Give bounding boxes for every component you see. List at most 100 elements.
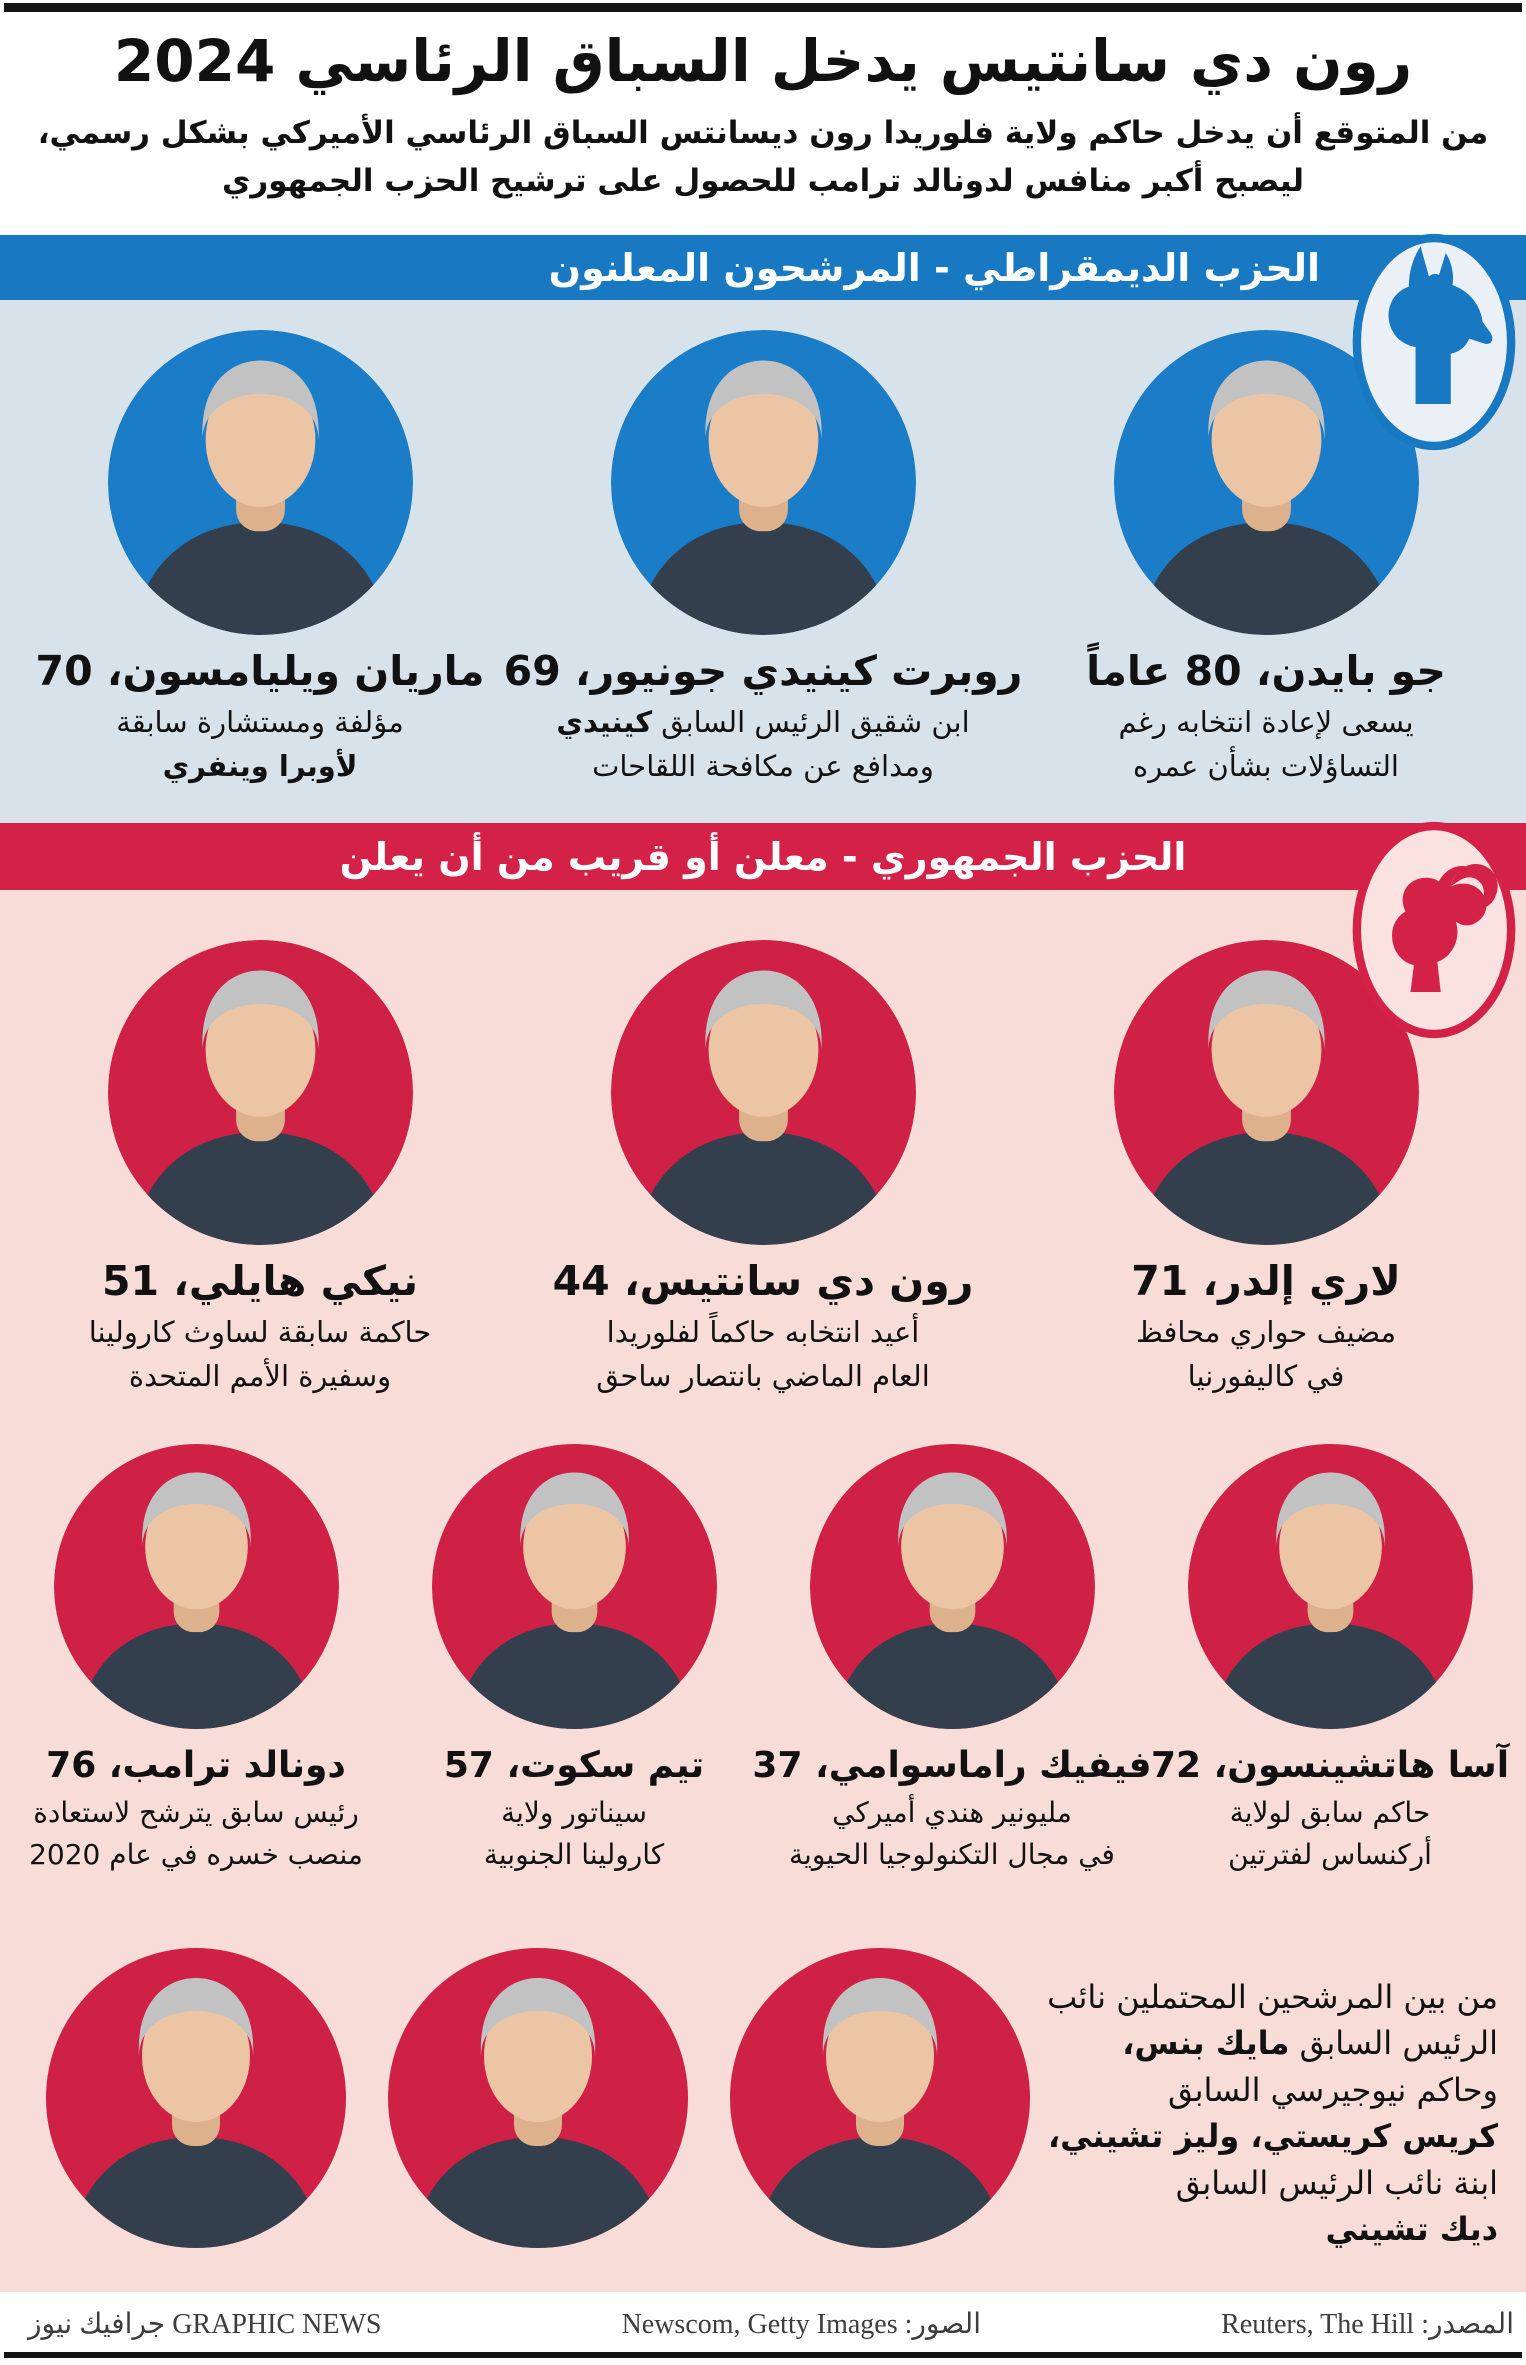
candidate-photo [388,1948,688,2248]
candidate-name: فيفيك راماسوامي، 37 [752,1745,1152,1786]
democratic-banner: الحزب الديمقراطي - المرشحون المعلنون [0,233,1526,451]
potential-candidate-portraits [40,1948,1030,2248]
candidate-card: ماريان ويليامسون، 70 مؤلفة ومستشارة سابقة… [17,330,503,788]
candidate-name: رون دي سانتيس، 44 [552,1257,974,1305]
section-democratic: الحزب الديمقراطي - المرشحون المعلنون جو … [0,233,1526,823]
donkey-icon [1350,233,1518,451]
republican-row-1: لاري إلدر، 71 مضيف حواري محافظ في كاليفورن… [0,940,1526,1398]
text-segment: أعيد انتخابه حاكماً لفلوريدا [606,1315,920,1349]
text-segment: مايك بنس، [1122,2024,1290,2063]
note-line: ابنة نائب الرئيس السابق [1046,2160,1498,2206]
candidate-photo [107,330,413,635]
candidate-description-line: أركنساس لفترتين [1228,1834,1432,1876]
text-segment: كريس كريستي، وليز تشيني، [1048,2117,1498,2156]
republican-banner-title: الحزب الجمهوري - معلن أو قريب من أن يعلن [339,834,1187,879]
candidate-description-line: رئيس سابق يترشح لاستعادة [29,1792,363,1834]
candidate-name: ماريان ويليامسون، 70 [35,647,485,695]
candidate-description-line: يسعى لإعادة انتخابه رغم [1118,701,1413,745]
candidate-description: سيناتور ولاية كارولينا الجنوبية [484,1792,664,1876]
header: رون دي سانتيس يدخل السباق الرئاسي 2024 م… [0,12,1526,235]
candidate-card: روبرت كينيدي جونيور، 69 ابن شقيق الرئيس ا… [504,330,1022,788]
text-segment: كارولينا الجنوبية [483,1838,665,1871]
candidate-description-line: العام الماضي بانتصار ساحق [596,1355,930,1399]
footer-source: المصدر: Reuters, The Hill [1221,2309,1514,2340]
candidate-photo [107,940,413,1245]
candidate-description-line: في مجال التكنولوجيا الحيوية [789,1834,1115,1876]
elephant-icon [1350,821,1518,1039]
potential-candidates-row: من بين المرشحين المحتملين نائب الرئيس الس… [0,1948,1526,2252]
section-republican: الحزب الجمهوري - معلن أو قريب من أن يعلن… [0,821,1526,2292]
infographic-page: رون دي سانتيس يدخل السباق الرئاسي 2024 م… [0,3,1526,2365]
candidate-description-line: مليونير هندي أميركي [789,1792,1115,1834]
candidate-card: آسا هاتشينسون، 72 حاكم سابق لولاية أركنساس… [1142,1444,1518,1876]
candidate-card: نيكي هايلي، 51 حاكمة سابقة لساوث كارولينا… [17,940,503,1398]
candidate-name: دونالد ترامب، 76 [46,1745,346,1786]
candidate-description: مؤلفة ومستشارة سابقة لأوبرا وينفري [116,701,404,788]
text-segment: وحاكم نيوجيرسي السابق [1167,2070,1498,2109]
text-segment: ومدافع عن مكافحة اللقاحات [592,748,934,783]
footer-photos: الصور: Newscom, Getty Images [621,2309,981,2340]
potential-candidate-portrait [46,1948,346,2248]
text-segment: رئيس سابق يترشح لاستعادة [33,1796,359,1829]
page-title: رون دي سانتيس يدخل السباق الرئاسي 2024 [113,27,1413,95]
text-segment: سيناتور ولاية [501,1796,647,1829]
candidate-description-line: ابن شقيق الرئيس السابق كينيدي [556,701,969,745]
candidate-description: حاكم سابق لولاية أركنساس لفترتين [1228,1792,1432,1876]
republican-banner: الحزب الجمهوري - معلن أو قريب من أن يعلن [0,821,1526,1039]
candidate-description-line: التساؤلات بشأن عمره [1118,745,1413,789]
text-segment: من بين المرشحين المحتملين نائب [1047,1978,1498,2016]
note-line: الرئيس السابق مايك بنس، [1046,2020,1498,2066]
note-line: وحاكم نيوجيرسي السابق [1046,2067,1498,2113]
footer-brand: جرافيك نيوز GRAPHIC NEWS [28,2309,382,2340]
candidate-name: روبرت كينيدي جونيور، 69 [503,647,1023,695]
text-segment: حاكمة سابقة لساوث كارولينا [88,1315,432,1349]
text-segment: الرئيس السابق [1289,2024,1498,2063]
text-segment: مليونير هندي أميركي [832,1796,1072,1829]
text-segment: وسفيرة الأمم المتحدة [128,1358,392,1393]
democratic-candidates: جو بايدن، 80 عاماً يسعى لإعادة انتخابه رغ… [0,330,1526,788]
top-rule [4,3,1522,12]
candidate-description-line: ومدافع عن مكافحة اللقاحات [556,745,969,789]
text-segment: حاكم سابق لولاية [1229,1796,1431,1829]
text-segment: ابنة نائب الرئيس السابق [1175,2163,1498,2202]
candidate-photo [431,1444,717,1729]
democratic-banner-title: الحزب الديمقراطي - المرشحون المعلنون [548,245,1320,290]
candidate-description-line: لأوبرا وينفري [116,745,404,789]
page-subtitle-line: ليصبح أكبر منافس لدونالد ترامب للحصول عل… [221,162,1305,199]
note-line: من بين المرشحين المحتملين نائب [1046,1974,1498,2020]
candidate-description-line: مضيف حواري محافظ [1136,1311,1396,1355]
candidate-description-line: وسفيرة الأمم المتحدة [89,1355,432,1399]
candidate-description-line: مؤلفة ومستشارة سابقة [116,701,404,745]
candidate-card: تيم سكوت، 57 سيناتور ولاية كارولينا الجنوب… [386,1444,762,1876]
candidate-card: دونالد ترامب، 76 رئيس سابق يترشح لاستعادة… [8,1444,384,1876]
candidate-name: آسا هاتشينسون، 72 [1150,1745,1510,1786]
text-segment: مضيف حواري محافظ [1135,1315,1397,1349]
candidate-photo [610,940,916,1245]
democratic-section-body: جو بايدن، 80 عاماً يسعى لإعادة انتخابه رغ… [0,300,1526,823]
potential-note: من بين المرشحين المحتملين نائب الرئيس الس… [1046,1948,1498,2252]
text-segment: العام الماضي بانتصار ساحق [596,1358,930,1393]
potential-candidate-portrait [730,1948,1030,2248]
text-segment: ديك تشيني [1325,2209,1498,2248]
candidate-name: جو بايدن، 80 عاماً [1086,647,1446,695]
text-segment: منصب خسره في عام 2020 [29,1838,363,1871]
bottom-rule [4,2352,1522,2358]
candidate-description: حاكمة سابقة لساوث كارولينا وسفيرة الأمم ا… [89,1311,432,1398]
candidate-description-line: حاكمة سابقة لساوث كارولينا [89,1311,432,1355]
note-line: كريس كريستي، وليز تشيني، [1046,2113,1498,2159]
candidate-photo [809,1444,1095,1729]
text-segment: أركنساس لفترتين [1228,1838,1432,1871]
text-segment: يسعى لإعادة انتخابه رغم [1118,705,1414,739]
text-segment: كينيدي [556,705,653,739]
candidate-description: مليونير هندي أميركي في مجال التكنولوجيا ا… [789,1792,1115,1876]
candidate-description-line: في كاليفورنيا [1136,1355,1396,1399]
candidate-description: ابن شقيق الرئيس السابق كينيدي ومدافع عن م… [556,701,969,788]
text-segment: في مجال التكنولوجيا الحيوية [789,1838,1115,1871]
candidate-description: رئيس سابق يترشح لاستعادة منصب خسره في عام… [29,1792,363,1876]
page-subtitle-line: من المتوقع أن يدخل حاكم ولاية فلوريدا رو… [37,114,1489,151]
candidate-photo [53,1444,339,1729]
footer: المصدر: Reuters, The Hill الصور: Newscom… [0,2292,1526,2362]
text-segment: التساؤلات بشأن عمره [1133,748,1399,783]
text-segment: مؤلفة ومستشارة سابقة [116,705,404,739]
potential-candidate-portrait [388,1948,688,2248]
